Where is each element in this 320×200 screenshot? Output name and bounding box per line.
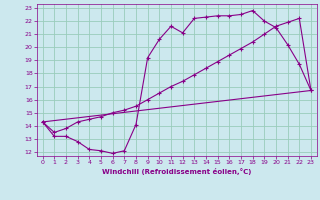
X-axis label: Windchill (Refroidissement éolien,°C): Windchill (Refroidissement éolien,°C) xyxy=(102,168,252,175)
